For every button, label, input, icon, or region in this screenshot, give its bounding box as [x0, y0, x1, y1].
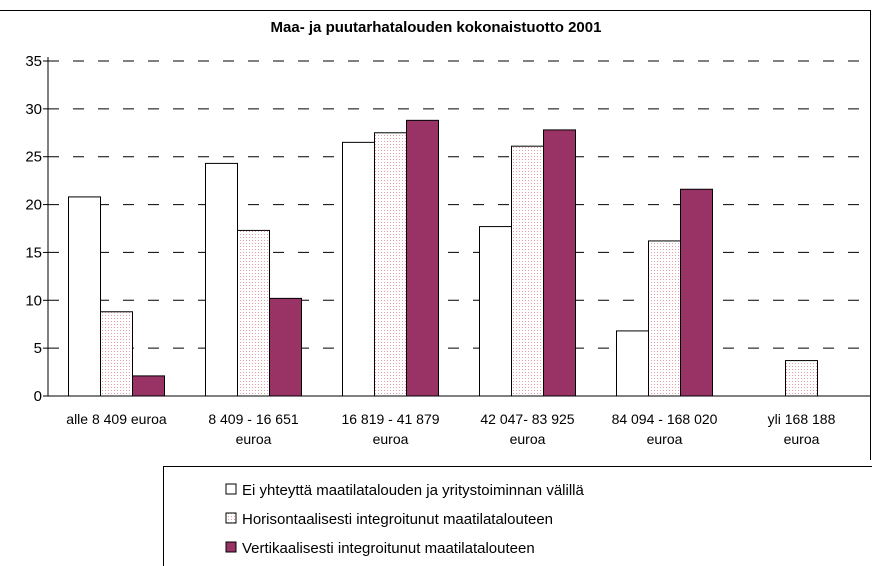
x-tick-line: 16 819 - 41 879: [341, 411, 439, 427]
x-tick-line: euroa: [373, 431, 409, 447]
x-tick-line: yli 168 188: [768, 411, 836, 427]
y-tick-label: 25: [25, 149, 42, 166]
bar: [205, 162, 238, 397]
bar: [406, 119, 439, 397]
bar: [132, 375, 165, 397]
legend-swatch: [225, 541, 237, 553]
x-tick-label: alle 8 409 euroa: [66, 411, 167, 427]
bar: [479, 226, 512, 397]
legend-swatch: [225, 483, 237, 495]
legend-label: Ei yhteyttä maatilatalouden ja yritystoi…: [242, 482, 584, 499]
x-tick-label: 16 819 - 41 879 euroa: [341, 411, 439, 447]
chart-title: Maa- ja puutarhatalouden kokonaistuotto …: [271, 19, 602, 36]
x-tick-line: euroa: [784, 431, 820, 447]
bar: [616, 330, 649, 397]
x-tick-label: 8 409 - 16 651 euroa: [208, 411, 299, 447]
y-tick-label: 5: [34, 340, 42, 357]
bar: [543, 129, 576, 397]
bar: [100, 311, 133, 397]
bar: [648, 240, 681, 397]
bar: [511, 145, 544, 397]
x-tick-line: 42 047- 83 925: [480, 411, 574, 427]
x-tick-label: yli 168 188 euroa: [768, 411, 836, 447]
y-tick-label: 20: [25, 197, 42, 214]
bar: [68, 196, 101, 397]
bar: [342, 141, 375, 397]
x-tick-line: euroa: [510, 431, 546, 447]
legend-box: [163, 466, 872, 566]
x-tick-line: alle 8 409 euroa: [66, 411, 167, 427]
y-tick-label: 35: [25, 53, 42, 70]
x-tick-line: euroa: [236, 431, 272, 447]
x-tick-label: 42 047- 83 925 euroa: [480, 411, 574, 447]
y-tick-label: 10: [25, 292, 42, 309]
legend-label: Horisontaalisesti integroitunut maatilat…: [242, 511, 553, 528]
x-tick-line: euroa: [647, 431, 683, 447]
bar: [237, 229, 270, 397]
legend-label: Vertikaalisesti integroitunut maatilatal…: [242, 540, 535, 557]
x-tick-line: 84 094 - 168 020: [612, 411, 718, 427]
x-tick-label: 84 094 - 168 020 euroa: [612, 411, 718, 447]
bar: [374, 132, 407, 397]
legend-swatch: [225, 512, 237, 524]
y-tick-label: 0: [34, 388, 42, 405]
y-tick-label: 15: [25, 244, 42, 261]
x-tick-line: 8 409 - 16 651: [208, 411, 299, 427]
bar: [269, 297, 302, 397]
bar: [680, 188, 713, 397]
y-tick-label: 30: [25, 101, 42, 118]
bar: [785, 360, 818, 397]
